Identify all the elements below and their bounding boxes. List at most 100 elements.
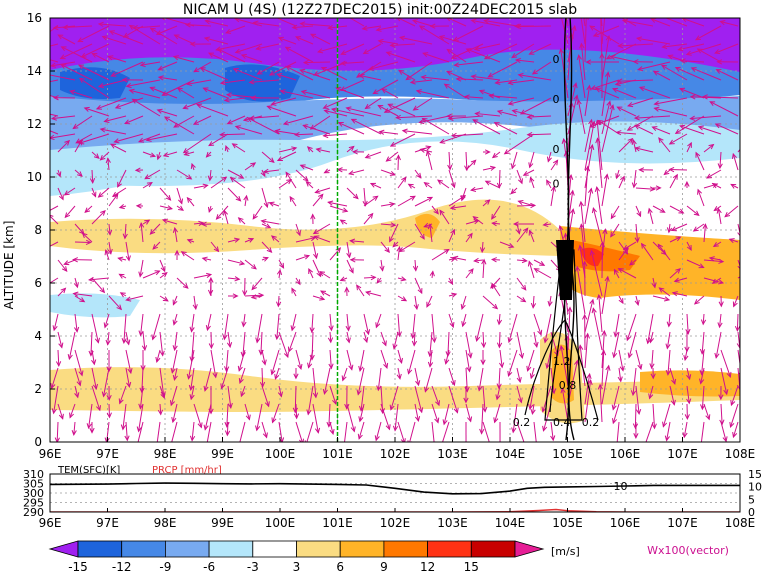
wind-vector-head [32, 89, 37, 93]
wind-vector [465, 349, 471, 372]
wind-vector [319, 271, 331, 279]
wind-vector [561, 388, 569, 423]
wind-vector-head [468, 268, 474, 274]
wind-vector-head [299, 21, 306, 27]
wind-vector-head [184, 22, 191, 28]
wind-vector [409, 421, 416, 442]
wind-vector-head [43, 210, 48, 214]
wind-vector-head [446, 18, 451, 22]
wind-vector-head [392, 343, 398, 350]
wind-vector-head [243, 194, 249, 201]
wind-vector-head [363, 337, 369, 344]
wind-vector [448, 313, 454, 328]
wind-vector [251, 295, 263, 299]
wind-vector [294, 385, 297, 413]
wind-vector-head [605, 54, 612, 60]
wind-vector-head [732, 432, 738, 439]
wind-vector-head [220, 383, 226, 390]
wind-vector-head [484, 199, 491, 205]
colorbar-tick-label: -9 [159, 560, 171, 574]
wind-vector-head [77, 171, 83, 177]
wind-vector-head [229, 176, 236, 183]
wind-vector-head [149, 229, 156, 235]
wind-vector-head [390, 222, 397, 228]
wind-vector [397, 277, 406, 281]
wind-vector-head [128, 88, 135, 94]
wind-vector-head [60, 46, 67, 52]
wind-vector-head [493, 122, 500, 127]
wind-vector-head [364, 103, 371, 110]
wind-vector-head [389, 141, 396, 147]
wind-vector [340, 79, 365, 91]
wind-vector-head [78, 139, 85, 145]
wind-vector [139, 385, 144, 409]
colorbar-tick-label: 3 [293, 560, 301, 574]
wind-vector-head [495, 394, 501, 401]
wind-vector-head [613, 331, 619, 338]
wind-vector-head [346, 252, 352, 259]
wind-vector [159, 259, 166, 272]
wind-vector-head [706, 173, 713, 179]
wind-vector-head [427, 361, 434, 368]
wind-vector-head [271, 417, 277, 424]
wind-vector-head [274, 334, 280, 341]
wind-vector-head [529, 176, 535, 183]
wind-vector-head [488, 443, 492, 448]
wind-vector-head [579, 42, 585, 49]
wind-vector-head [121, 338, 127, 344]
wind-vector [662, 403, 671, 427]
wind-vector-head [56, 171, 62, 178]
wind-vector [697, 189, 705, 207]
wind-vector [645, 421, 654, 442]
wind-vector-head [480, 342, 487, 349]
wind-vector-head [369, 182, 376, 188]
wind-vector [227, 259, 245, 265]
wind-vector-head [95, 104, 102, 110]
wind-vector-head [242, 290, 248, 297]
wind-vector-head [530, 202, 537, 209]
wind-vector [50, 133, 76, 139]
wind-vector-head [522, 170, 529, 176]
wind-vector [686, 259, 704, 268]
wind-vector-head [50, 134, 55, 141]
wind-vector-head [670, 399, 676, 406]
wind-vector [639, 86, 671, 99]
wind-vector [424, 223, 433, 228]
wind-vector-head [627, 137, 634, 144]
wind-vector [51, 115, 76, 120]
wind-vector [666, 331, 671, 349]
wind-vector [74, 367, 81, 386]
wind-vector-head [596, 293, 602, 300]
wind-vector-head [279, 262, 285, 269]
wind-vector-head [617, 268, 624, 274]
wind-vector-head [72, 257, 78, 263]
wind-vector [447, 18, 467, 27]
wind-vector [227, 277, 240, 280]
wind-vector [492, 151, 501, 158]
wind-vector [657, 244, 671, 261]
wind-vector-head [658, 137, 664, 144]
wind-vector-head [439, 138, 446, 144]
wind-vector [156, 25, 178, 35]
wind-vector-head [362, 49, 369, 55]
wind-vector [397, 421, 405, 442]
wind-vector [448, 385, 458, 413]
wind-vector [686, 367, 691, 380]
wind-vector-head [455, 76, 462, 82]
wind-vector [686, 313, 689, 334]
wind-vector-head [202, 87, 209, 93]
wind-vector [110, 143, 127, 153]
wind-vector-head [559, 344, 565, 351]
wind-vector [312, 367, 317, 398]
wind-vector-head [317, 48, 324, 54]
wind-vector-head [178, 205, 184, 211]
y-tick-label: 8 [34, 223, 42, 237]
wind-vector-head [268, 157, 275, 164]
wind-vector-head [545, 362, 551, 370]
wind-vector-head [675, 267, 681, 274]
wind-vector-head [234, 276, 241, 282]
wind-vector [288, 331, 297, 352]
wind-vector [694, 295, 705, 305]
y-tick-label: 0 [34, 435, 42, 449]
wind-vector [601, 18, 606, 45]
